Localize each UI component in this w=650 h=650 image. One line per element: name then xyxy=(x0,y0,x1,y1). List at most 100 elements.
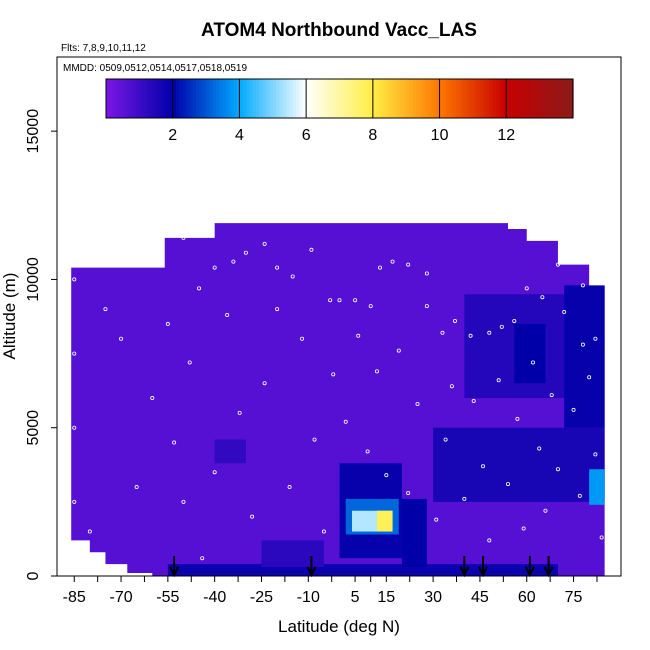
colorbar-swatch xyxy=(182,79,187,118)
colorbar-swatch xyxy=(259,79,264,118)
flight-track-point xyxy=(237,410,242,415)
flight-track-point xyxy=(571,407,576,412)
colorbar-swatch xyxy=(142,79,147,118)
flight-track-point xyxy=(172,440,177,445)
flight-track-point xyxy=(72,425,77,430)
flight-track-point xyxy=(112,250,117,255)
y-tick-label: 10000 xyxy=(25,257,42,302)
flight-track-point xyxy=(262,381,267,386)
colorbar-swatch xyxy=(516,79,521,118)
flight-track-point xyxy=(262,241,267,246)
flight-track-point xyxy=(87,262,92,267)
colorbar-swatch xyxy=(139,79,144,118)
colorbar-swatch xyxy=(292,79,297,118)
heat-cell xyxy=(401,498,427,568)
colorbar-swatch xyxy=(472,79,477,118)
flight-track-point xyxy=(521,526,526,531)
colorbar-swatch xyxy=(526,79,531,118)
colorbar-swatch xyxy=(169,79,174,118)
colorbar-swatch xyxy=(306,79,311,118)
x-tick-label: 75 xyxy=(565,589,583,606)
colorbar-swatch xyxy=(299,79,304,118)
flight-track-point xyxy=(119,336,124,341)
flight-track-point xyxy=(231,259,236,264)
colorbar-swatch xyxy=(282,79,287,118)
colorbar-swatch xyxy=(412,79,417,118)
heat-cell xyxy=(376,510,393,532)
colorbar-swatch xyxy=(366,79,371,118)
flight-track-point xyxy=(290,274,295,279)
colorbar-swatch xyxy=(326,79,331,118)
flight-track-point xyxy=(72,499,77,504)
y-axis-label: Altitude (m) xyxy=(0,273,19,360)
heat-cell xyxy=(261,540,324,568)
colorbar-swatch xyxy=(546,79,551,118)
flight-track-point xyxy=(543,508,548,513)
flight-track-point xyxy=(443,437,448,442)
flight-track-point xyxy=(125,247,130,252)
colorbar-swatch xyxy=(376,79,381,118)
colorbar-swatch xyxy=(469,79,474,118)
flight-track-point xyxy=(537,446,542,451)
flights-note: Flts: 7,8,9,10,11,12 xyxy=(61,43,146,54)
colorbar-swatch xyxy=(336,79,341,118)
colorbar-swatch xyxy=(176,79,180,118)
colorbar-swatch xyxy=(272,79,277,118)
flight-track-point xyxy=(555,262,560,267)
heat-cell xyxy=(589,469,605,505)
flight-track-point xyxy=(496,378,501,383)
flight-track-point xyxy=(150,396,155,401)
flight-track-point xyxy=(368,304,373,309)
flight-track-point xyxy=(599,535,604,540)
colorbar-swatch xyxy=(362,79,367,118)
flight-track-point xyxy=(562,310,567,315)
flight-track-point xyxy=(580,342,585,347)
flight-track-point xyxy=(87,529,92,534)
colorbar-swatch xyxy=(122,79,127,118)
flight-track-point xyxy=(587,375,592,380)
flight-track-point xyxy=(512,318,517,323)
colorbar-swatch xyxy=(559,79,564,118)
x-tick-label: 5 xyxy=(351,589,360,606)
colorbar-swatch xyxy=(319,79,324,118)
flight-track-point xyxy=(103,307,108,312)
flight-track-point xyxy=(250,514,255,519)
colorbar-swatch xyxy=(232,79,237,118)
profile-arrow xyxy=(524,556,535,578)
colorbar-swatch xyxy=(339,79,344,118)
flight-track-point xyxy=(374,369,379,374)
colorbar-tick-label: 2 xyxy=(168,127,177,144)
colorbar-swatch xyxy=(479,79,484,118)
flight-track-point xyxy=(312,437,317,442)
flight-track-point xyxy=(555,467,560,472)
colorbar-swatch xyxy=(189,79,194,118)
flight-track-point xyxy=(449,384,454,389)
colorbar-swatch xyxy=(566,79,571,118)
colorbar-swatch xyxy=(289,79,294,118)
y-tick-label: 5000 xyxy=(25,410,42,446)
colorbar-swatch xyxy=(152,79,157,118)
colorbar-swatch xyxy=(119,79,124,118)
colorbar-swatch xyxy=(512,79,517,118)
flight-track-point xyxy=(468,333,473,338)
profile-arrow xyxy=(478,556,488,578)
x-tick-label: -85 xyxy=(63,589,86,606)
flight-track-point xyxy=(462,496,467,501)
colorbar-swatch xyxy=(309,79,314,118)
flight-track-point xyxy=(321,529,326,534)
flight-track-point xyxy=(275,265,280,270)
flight-track-point xyxy=(593,336,598,341)
flight-track-point xyxy=(309,247,314,252)
flight-track-point xyxy=(287,485,292,490)
colorbar-swatch xyxy=(482,79,487,118)
y-tick-label: 15000 xyxy=(25,109,42,154)
colorbar: 2 4 6 8 10 12 xyxy=(105,78,574,144)
colorbar-swatch xyxy=(399,79,404,118)
colorbar-swatch xyxy=(446,79,451,118)
colorbar-swatch xyxy=(536,79,541,118)
x-tick-label: -10 xyxy=(297,589,320,606)
colorbar-swatch xyxy=(146,79,150,118)
colorbar-swatch xyxy=(422,79,427,118)
colorbar-swatch xyxy=(462,79,467,118)
